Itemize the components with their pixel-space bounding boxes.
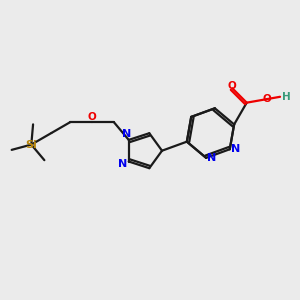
Text: O: O bbox=[88, 112, 96, 122]
Text: H: H bbox=[283, 92, 291, 102]
Text: N: N bbox=[231, 144, 240, 154]
Text: N: N bbox=[122, 129, 131, 139]
Text: N: N bbox=[118, 159, 128, 169]
Text: O: O bbox=[228, 81, 237, 91]
Text: O: O bbox=[262, 94, 271, 104]
Text: Si: Si bbox=[26, 140, 37, 150]
Text: N: N bbox=[207, 153, 217, 163]
